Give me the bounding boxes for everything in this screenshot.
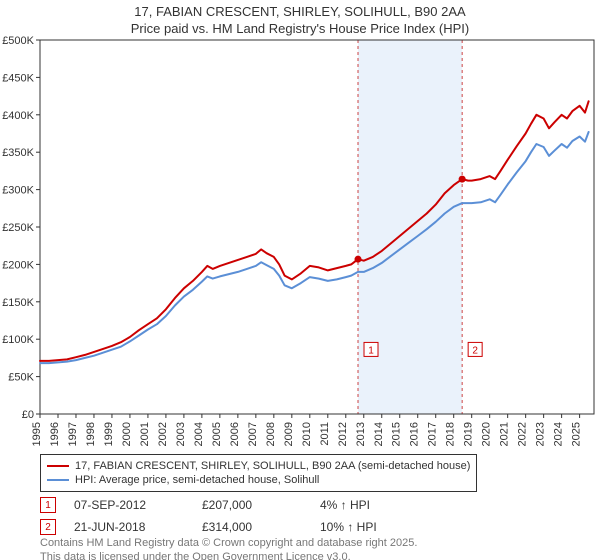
legend-swatch <box>47 479 69 481</box>
svg-text:2000: 2000 <box>121 422 133 446</box>
footer-line-1: Contains HM Land Registry data © Crown c… <box>40 536 417 550</box>
legend-item: 17, FABIAN CRESCENT, SHIRLEY, SOLIHULL, … <box>47 459 470 473</box>
svg-text:2022: 2022 <box>517 422 529 446</box>
sale-marker: 1 <box>40 497 56 513</box>
sale-diff: 10% ↑ HPI <box>320 520 420 534</box>
svg-text:2007: 2007 <box>247 422 259 446</box>
svg-text:2021: 2021 <box>499 422 511 446</box>
svg-text:2008: 2008 <box>265 422 277 446</box>
sale-date: 07-SEP-2012 <box>74 498 184 512</box>
legend-label: 17, FABIAN CRESCENT, SHIRLEY, SOLIHULL, … <box>75 460 470 472</box>
svg-text:2010: 2010 <box>301 422 313 446</box>
svg-text:2005: 2005 <box>211 422 223 446</box>
svg-text:£50K: £50K <box>8 372 34 384</box>
svg-text:£150K: £150K <box>2 297 34 309</box>
legend-label: HPI: Average price, semi-detached house,… <box>75 474 319 486</box>
svg-text:£250K: £250K <box>2 222 34 234</box>
svg-text:£0: £0 <box>22 409 34 421</box>
svg-text:£500K: £500K <box>2 35 34 47</box>
chart-container: 17, FABIAN CRESCENT, SHIRLEY, SOLIHULL, … <box>0 0 600 560</box>
svg-text:1: 1 <box>368 345 374 356</box>
svg-text:1995: 1995 <box>31 422 43 446</box>
svg-text:£350K: £350K <box>2 147 34 159</box>
svg-text:2014: 2014 <box>373 422 385 446</box>
svg-text:1996: 1996 <box>49 422 61 446</box>
svg-text:£100K: £100K <box>2 334 34 346</box>
svg-text:£450K: £450K <box>2 72 34 84</box>
line-chart: £0 £50K £100K £150K £200K £250K £300K £350K £400… <box>0 0 600 452</box>
svg-text:1999: 1999 <box>103 422 115 446</box>
svg-text:2016: 2016 <box>409 422 421 446</box>
footer-attribution: Contains HM Land Registry data © Crown c… <box>40 536 417 560</box>
svg-text:2001: 2001 <box>139 422 151 446</box>
legend-swatch <box>47 465 69 467</box>
svg-text:2023: 2023 <box>535 422 547 446</box>
svg-text:2006: 2006 <box>229 422 241 446</box>
sale-date: 21-JUN-2018 <box>74 520 184 534</box>
sale-row: 2 21-JUN-2018 £314,000 10% ↑ HPI <box>40 516 420 538</box>
svg-text:2003: 2003 <box>175 422 187 446</box>
svg-text:2015: 2015 <box>391 422 403 446</box>
svg-text:2018: 2018 <box>445 422 457 446</box>
svg-text:2012: 2012 <box>337 422 349 446</box>
svg-text:2019: 2019 <box>463 422 475 446</box>
svg-text:2: 2 <box>472 345 478 356</box>
svg-text:2009: 2009 <box>283 422 295 446</box>
footer-line-2: This data is licensed under the Open Gov… <box>40 550 417 560</box>
sale-price: £207,000 <box>202 498 302 512</box>
legend-item: HPI: Average price, semi-detached house,… <box>47 473 470 487</box>
svg-text:£300K: £300K <box>2 185 34 197</box>
sale-diff: 4% ↑ HPI <box>320 498 420 512</box>
sale-price: £314,000 <box>202 520 302 534</box>
svg-text:£200K: £200K <box>2 259 34 271</box>
sale-marker: 2 <box>40 519 56 535</box>
chart-legend: 17, FABIAN CRESCENT, SHIRLEY, SOLIHULL, … <box>40 454 477 492</box>
sales-table: 1 07-SEP-2012 £207,000 4% ↑ HPI 2 21-JUN-2018… <box>40 494 420 538</box>
sale-row: 1 07-SEP-2012 £207,000 4% ↑ HPI <box>40 494 420 516</box>
svg-text:2004: 2004 <box>193 422 205 446</box>
svg-text:2024: 2024 <box>553 422 565 446</box>
svg-text:2020: 2020 <box>481 422 493 446</box>
svg-text:2017: 2017 <box>427 422 439 446</box>
svg-text:1997: 1997 <box>67 422 79 446</box>
svg-text:1998: 1998 <box>85 422 97 446</box>
svg-text:2013: 2013 <box>355 422 367 446</box>
svg-text:2011: 2011 <box>319 422 331 446</box>
svg-text:2025: 2025 <box>571 422 583 446</box>
svg-text:£400K: £400K <box>2 110 34 122</box>
svg-text:2002: 2002 <box>157 422 169 446</box>
